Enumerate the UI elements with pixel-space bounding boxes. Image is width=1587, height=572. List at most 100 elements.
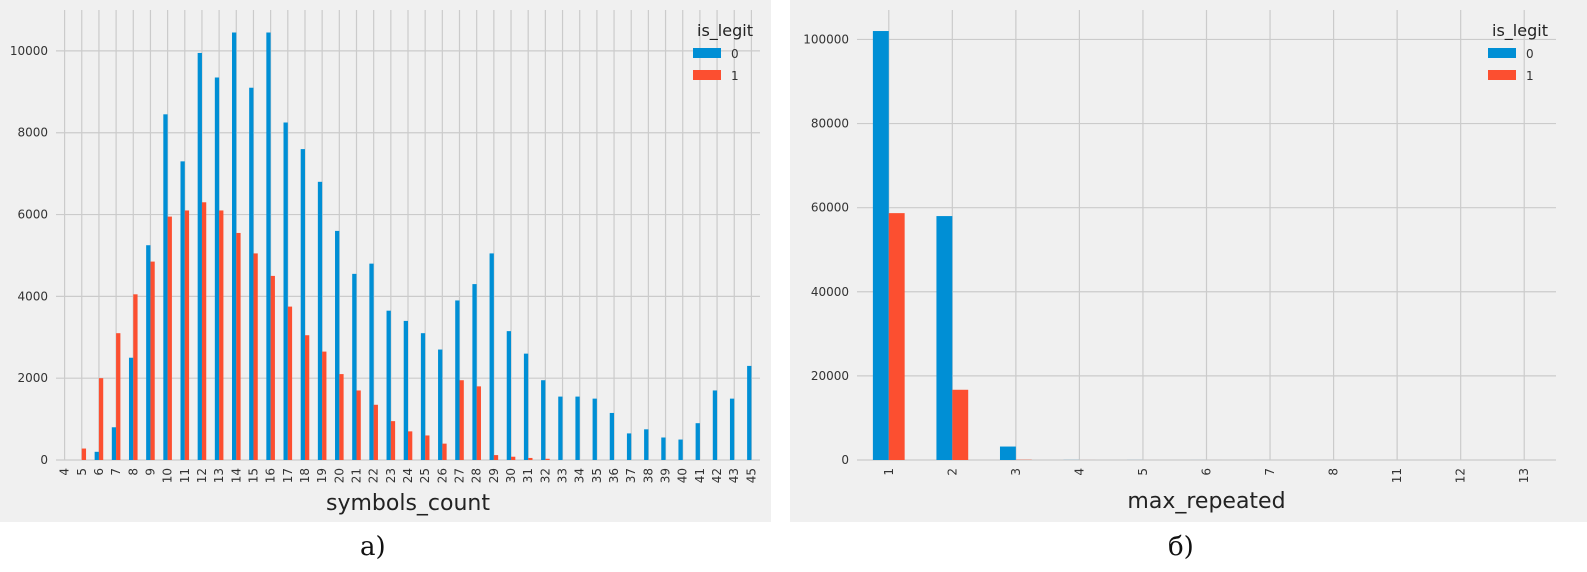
caption-b: б) bbox=[1168, 532, 1194, 562]
bar-series-0 bbox=[592, 398, 597, 460]
x-tick-label: 27 bbox=[453, 468, 467, 483]
bar-series-1 bbox=[888, 213, 905, 460]
bar-series-1 bbox=[425, 435, 430, 460]
x-tick-label: 1 bbox=[882, 468, 896, 476]
x-tick-label: 42 bbox=[710, 468, 724, 483]
chart-panel-symbols-count: 0 2000 4000 6000 8000 10000 4 5 6 7 8 9 10 11 12 13 14 15… bbox=[0, 0, 771, 522]
x-tick-label: 3 bbox=[1009, 468, 1023, 476]
bar-series-1 bbox=[219, 210, 224, 460]
bar-series-0 bbox=[111, 427, 117, 460]
bar-series-0 bbox=[747, 365, 752, 460]
bar-series-0 bbox=[712, 390, 718, 460]
x-tick-label: 6 bbox=[92, 468, 106, 476]
x-tick-label: 38 bbox=[641, 468, 655, 483]
legend-swatch-1 bbox=[1488, 70, 1516, 80]
x-tick-label: 16 bbox=[264, 468, 278, 483]
bar-series-0 bbox=[609, 412, 615, 460]
legend-swatch-1 bbox=[693, 70, 721, 80]
x-tick-label: 35 bbox=[590, 468, 604, 483]
x-tick-label: 39 bbox=[659, 468, 673, 483]
bar-series-0 bbox=[438, 349, 443, 460]
x-tick-label: 31 bbox=[521, 468, 535, 483]
x-tick-label: 14 bbox=[229, 468, 243, 483]
bar-series-0 bbox=[575, 396, 580, 460]
x-tick-label: 6 bbox=[1200, 468, 1214, 476]
legend-title: is_legit bbox=[697, 21, 753, 41]
caption-a: а) bbox=[360, 532, 386, 562]
bar-series-0 bbox=[626, 433, 632, 460]
y-tick-label: 20000 bbox=[811, 369, 849, 383]
y-tick-label: 10000 bbox=[10, 44, 48, 58]
bar-series-0 bbox=[999, 446, 1016, 460]
bar-series-0 bbox=[661, 437, 666, 460]
bar-series-0 bbox=[335, 230, 340, 460]
x-tick-label: 23 bbox=[384, 468, 398, 483]
bar-series-0 bbox=[936, 216, 953, 460]
bar-series-0 bbox=[729, 398, 735, 460]
bar-series-1 bbox=[408, 431, 413, 460]
x-tick-label: 10 bbox=[161, 468, 175, 483]
bar-series-0 bbox=[300, 149, 305, 460]
bar-series-0 bbox=[541, 380, 546, 460]
bar-series-0 bbox=[163, 114, 168, 461]
x-tick-label: 5 bbox=[75, 468, 89, 476]
x-tick-label: 2 bbox=[945, 468, 959, 476]
bar-series-1 bbox=[98, 378, 104, 460]
y-tick-label: 6000 bbox=[17, 208, 48, 222]
bar-series-1 bbox=[270, 275, 275, 460]
legend-label-0: 0 bbox=[1526, 47, 1534, 61]
bar-series-1 bbox=[528, 457, 533, 460]
x-tick-label: 7 bbox=[1263, 468, 1277, 476]
bar-series-0 bbox=[386, 310, 391, 460]
bar-series-1 bbox=[116, 333, 121, 460]
bar-series-1 bbox=[339, 374, 344, 460]
bar-series-1 bbox=[253, 253, 258, 460]
bar-series-1 bbox=[356, 390, 361, 460]
x-tick-label: 8 bbox=[1327, 468, 1341, 476]
y-tick-label: 2000 bbox=[17, 371, 48, 385]
x-tick-label: 4 bbox=[1072, 468, 1086, 476]
bar-series-1 bbox=[304, 335, 310, 460]
bar-series-0 bbox=[283, 122, 288, 460]
y-tick-label: 0 bbox=[841, 453, 849, 467]
bar-series-1 bbox=[511, 456, 516, 460]
x-axis-title: symbols_count bbox=[326, 491, 490, 516]
x-tick-label: 12 bbox=[1454, 468, 1468, 483]
bar-series-1 bbox=[459, 380, 464, 460]
bar-series-0 bbox=[317, 181, 323, 460]
bar-series-1 bbox=[493, 455, 499, 460]
y-tick-label: 100000 bbox=[803, 32, 849, 46]
bar-series-1 bbox=[287, 306, 293, 460]
x-tick-label: 7 bbox=[109, 468, 123, 476]
y-tick-label: 4000 bbox=[17, 289, 48, 303]
bar-series-0 bbox=[266, 32, 271, 460]
legend-swatch-0 bbox=[693, 48, 721, 58]
x-tick-label: 32 bbox=[538, 468, 552, 483]
bar-series-0 bbox=[420, 333, 426, 460]
x-tick-label: 40 bbox=[676, 468, 690, 483]
x-tick-label: 20 bbox=[332, 468, 346, 483]
legend-label-1: 1 bbox=[731, 69, 739, 83]
bar-series-1 bbox=[390, 421, 396, 460]
x-tick-label: 25 bbox=[418, 468, 432, 483]
legend: is_legit 0 1 bbox=[693, 21, 753, 83]
x-tick-label: 33 bbox=[556, 468, 570, 483]
x-tick-label: 41 bbox=[693, 468, 707, 483]
bar-series-0 bbox=[506, 331, 512, 460]
legend-label-1: 1 bbox=[1526, 69, 1534, 83]
legend-label-0: 0 bbox=[731, 47, 739, 61]
chart-panel-max-repeated: 0 20000 40000 60000 80000 100000 1 2 3 4 5 6 7 8 11 12 1… bbox=[790, 0, 1587, 522]
x-tick-label: 22 bbox=[367, 468, 381, 483]
y-tick-label: 0 bbox=[40, 453, 48, 467]
bar-series-0 bbox=[644, 429, 649, 460]
legend: is_legit 0 1 bbox=[1488, 21, 1548, 83]
bar-series-1 bbox=[373, 404, 378, 460]
bar-series-0 bbox=[352, 273, 357, 460]
bar-series-0 bbox=[232, 32, 237, 460]
y-tick-label: 60000 bbox=[811, 201, 849, 215]
x-tick-label: 11 bbox=[1390, 468, 1404, 483]
bar-series-1 bbox=[322, 351, 327, 460]
x-tick-label: 30 bbox=[504, 468, 518, 483]
bar-series-0 bbox=[249, 87, 254, 461]
